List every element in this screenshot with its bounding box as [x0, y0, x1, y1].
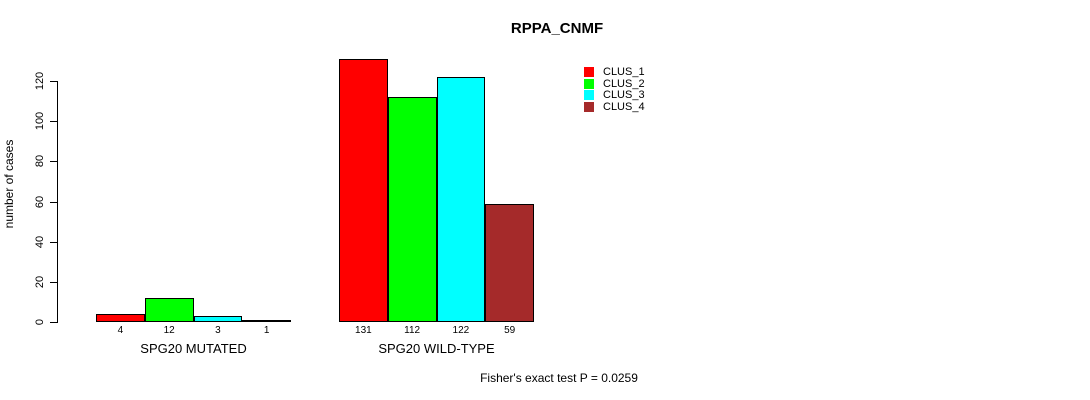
legend-swatch-icon — [584, 78, 594, 89]
y-tick-label: 100 — [34, 111, 46, 131]
legend-swatch-icon — [584, 90, 594, 101]
bar-value-label: 59 — [504, 325, 516, 336]
bar-value-label: 4 — [117, 325, 124, 336]
bar-clus_4-spg20-mutated — [242, 320, 291, 322]
legend-label: CLUS_1 — [603, 65, 645, 78]
bar-clus_2-spg20-wild-type — [388, 97, 437, 322]
group-label-spg20-mutated: SPG20 MUTATED — [140, 341, 247, 356]
legend-label: CLUS_2 — [603, 77, 645, 90]
bar-clus_3-spg20-wild-type — [437, 77, 485, 322]
bar-clus_4-spg20-wild-type — [485, 204, 534, 322]
y-tick-mark — [50, 242, 57, 243]
y-tick-label: 40 — [34, 235, 46, 249]
legend-item-clus_3: CLUS_3 — [584, 89, 645, 101]
bar-value-label: 12 — [163, 325, 175, 336]
legend-label: CLUS_4 — [603, 100, 645, 113]
y-tick-mark — [50, 161, 57, 162]
y-tick-label: 60 — [34, 195, 46, 209]
y-tick-label: 120 — [34, 71, 46, 91]
bar-clus_1-spg20-mutated — [96, 314, 145, 322]
bar-value-label: 131 — [355, 325, 372, 336]
bar-value-label: 1 — [263, 325, 270, 336]
legend-item-clus_2: CLUS_2 — [584, 78, 645, 90]
y-tick-label: 20 — [34, 275, 46, 289]
legend-label: CLUS_3 — [603, 89, 645, 102]
y-axis-label: number of cases — [2, 139, 16, 229]
annotation-text: Fisher's exact test P = 0.0259 — [480, 371, 638, 385]
bar-value-label: 112 — [404, 325, 421, 336]
y-tick-mark — [50, 81, 57, 82]
legend: CLUS_1 CLUS_2 CLUS_3 CLUS_4 — [584, 66, 645, 113]
legend-swatch-icon — [584, 101, 594, 112]
y-axis-line — [57, 81, 58, 323]
legend-swatch-icon — [584, 66, 594, 77]
y-tick-mark — [50, 322, 57, 323]
bar-clus_3-spg20-mutated — [194, 316, 242, 322]
y-tick-mark — [50, 202, 57, 203]
y-tick-mark — [50, 121, 57, 122]
y-tick-label: 80 — [34, 154, 46, 168]
chart-title: RPPA_CNMF — [510, 20, 604, 37]
y-tick-mark — [50, 282, 57, 283]
bar-value-label: 3 — [215, 325, 221, 336]
legend-item-clus_1: CLUS_1 — [584, 66, 645, 78]
bar-clus_2-spg20-mutated — [145, 298, 194, 322]
y-tick-label: 0 — [34, 318, 46, 326]
bar-clus_1-spg20-wild-type — [339, 59, 388, 322]
legend-item-clus_4: CLUS_4 — [584, 101, 645, 113]
bar-value-label: 122 — [452, 325, 470, 336]
group-label-spg20-wild-type: SPG20 WILD-TYPE — [378, 341, 495, 356]
